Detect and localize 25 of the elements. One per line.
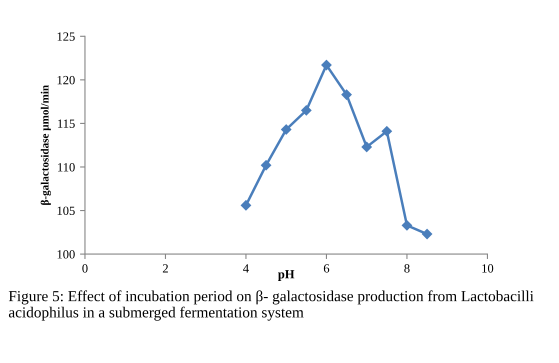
y-tick-label: 105 bbox=[58, 206, 75, 215]
y-tick-label: 120 bbox=[58, 76, 75, 84]
point bbox=[240, 200, 252, 210]
x-tick-label: 2 bbox=[162, 264, 168, 272]
x-tick-label: 6 bbox=[324, 264, 330, 273]
point bbox=[402, 220, 412, 230]
y-tick-label: 100 bbox=[58, 250, 75, 259]
y-tick-label: 110 bbox=[58, 163, 75, 172]
point bbox=[422, 228, 432, 240]
x-tick-label: 0 bbox=[82, 264, 88, 273]
point bbox=[321, 60, 332, 70]
x-tick-label: 4 bbox=[243, 264, 249, 272]
x-tick-label: 10 bbox=[482, 264, 494, 273]
x-tick-label: 8 bbox=[404, 264, 410, 273]
x-axis-title: pH bbox=[278, 270, 294, 281]
caption: Figure 5: Effect of incubation period on β- galactosidase production from Lactobacilli acidophilus in a submerged fermentation system bbox=[8, 290, 534, 321]
point bbox=[341, 90, 352, 100]
point bbox=[301, 105, 312, 116]
y-tick-label: 115 bbox=[58, 120, 75, 128]
point bbox=[382, 126, 392, 136]
point bbox=[362, 142, 372, 152]
point bbox=[260, 160, 272, 170]
y-axis-title: β-galactosidase µmol/min bbox=[40, 85, 51, 205]
point bbox=[281, 124, 292, 135]
y-tick-label: 125 bbox=[58, 32, 75, 41]
